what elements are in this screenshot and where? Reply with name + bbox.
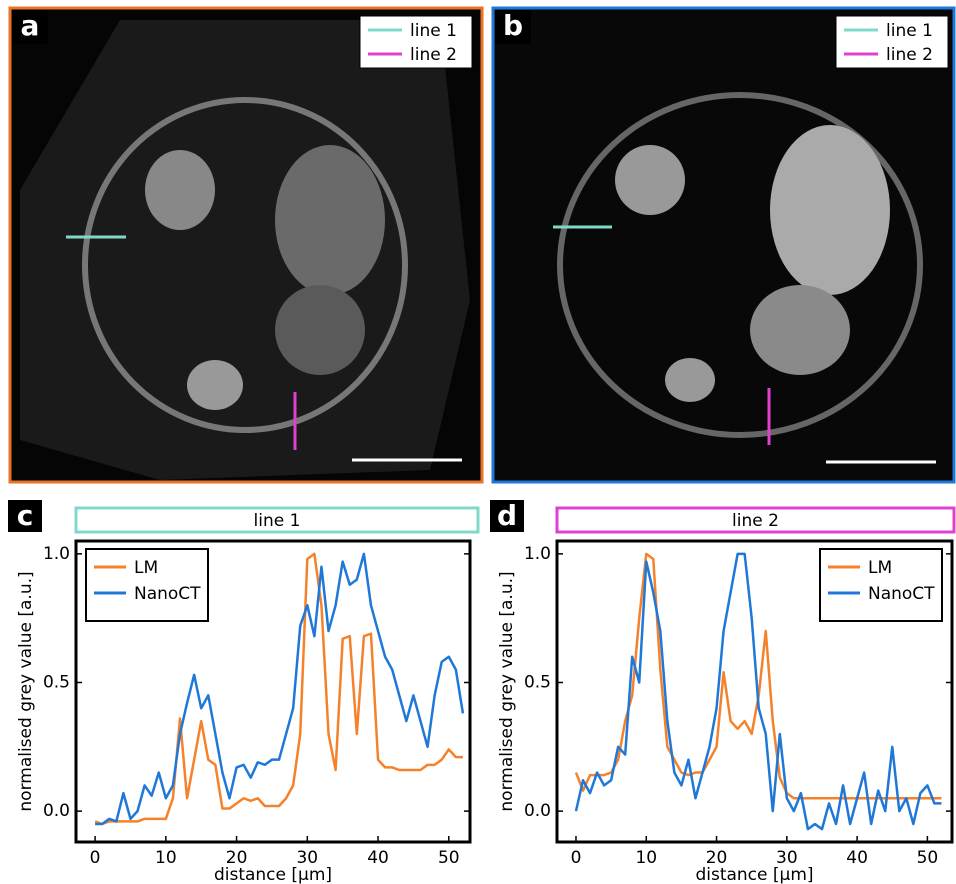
- x-tick-label: 30: [296, 848, 318, 868]
- y-tick-label: 0.0: [524, 801, 551, 821]
- plot-frame: [74, 539, 472, 844]
- legend-label: NanoCT: [134, 584, 201, 604]
- title-box: [555, 506, 956, 534]
- legend-label: line 2: [886, 45, 933, 65]
- legend-label: line 1: [410, 21, 457, 41]
- tissue-background: [20, 20, 470, 480]
- data-line: [95, 552, 465, 826]
- legend-label: line 1: [886, 21, 933, 41]
- y-tick-label: 1.0: [43, 544, 70, 564]
- x-axis-label: distance [µm]: [214, 865, 332, 884]
- tissue-outline: [557, 92, 923, 438]
- x-tick-label: 20: [226, 848, 248, 868]
- image-panel-a: a line 1 line 2: [8, 6, 484, 484]
- x-tick-label: 10: [635, 848, 657, 868]
- x-tick-label: 30: [776, 848, 798, 868]
- tissue-region: [665, 358, 715, 402]
- chart-title: line 1: [254, 511, 301, 531]
- legend: [85, 548, 209, 622]
- image-frame: [491, 6, 956, 484]
- x-tick-label: 40: [846, 848, 868, 868]
- legend-label: LM: [134, 558, 158, 578]
- tissue-region: [615, 145, 685, 215]
- tissue-region: [275, 145, 385, 295]
- x-tick-label: 0: [571, 848, 582, 868]
- panel-letter-box: [8, 500, 42, 532]
- panel-letter-box: [490, 500, 524, 532]
- legend-label: LM: [868, 558, 892, 578]
- x-tick-label: 50: [917, 848, 939, 868]
- panel-letter-box: [495, 10, 531, 44]
- line-chart: c line 1 0 10 20 30 40 50 0.0 0.5 1.0 distance [µm]…: [8, 499, 480, 884]
- x-tick-label: 50: [438, 848, 460, 868]
- y-tick-label: 0.5: [43, 672, 70, 692]
- panel-letter-box: [12, 10, 48, 44]
- y-tick-label: 0.0: [43, 801, 70, 821]
- data-line: [94, 552, 463, 826]
- panel-letter: c: [17, 499, 34, 532]
- image-panel-b: b line 1 line 2: [491, 6, 956, 484]
- x-axis-label: distance [µm]: [695, 865, 813, 884]
- x-tick-label: 0: [90, 848, 101, 868]
- tissue-region: [275, 285, 365, 375]
- x-tick-label: 20: [706, 848, 728, 868]
- x-tick-label: 10: [155, 848, 177, 868]
- legend-label: line 2: [410, 45, 457, 65]
- panel-letter: a: [21, 9, 40, 42]
- tissue-region: [145, 150, 215, 230]
- tissue-outline: [82, 97, 408, 433]
- y-axis-label: normalised grey value [a.u.]: [16, 571, 36, 811]
- legend: [819, 548, 943, 622]
- y-tick-label: 1.0: [524, 544, 551, 564]
- tissue-region: [187, 360, 243, 410]
- chart-title: line 2: [732, 511, 779, 531]
- plot-frame: [555, 539, 954, 844]
- legend: [359, 15, 473, 69]
- legend: [835, 15, 949, 69]
- title-box: [74, 506, 480, 534]
- tissue-region: [750, 285, 850, 375]
- legend-label: NanoCT: [868, 584, 935, 604]
- tissue-region: [770, 125, 890, 295]
- line-chart: d line 2 0 10 20 30 40 50 0.0 0.5 1.0 distance [µm]…: [490, 499, 956, 884]
- panel-letter: b: [503, 9, 523, 42]
- panel-letter: d: [497, 499, 517, 532]
- y-tick-label: 0.5: [524, 672, 551, 692]
- x-tick-label: 40: [367, 848, 389, 868]
- y-axis-label: normalised grey value [a.u.]: [497, 571, 517, 811]
- data-line: [574, 552, 942, 831]
